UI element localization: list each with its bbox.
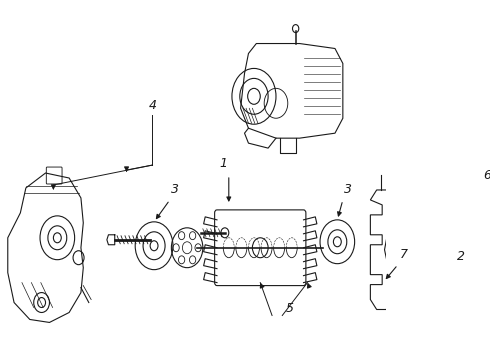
Text: 2: 2 bbox=[457, 250, 465, 263]
Text: 5: 5 bbox=[286, 302, 294, 315]
Circle shape bbox=[293, 24, 299, 32]
Text: 7: 7 bbox=[399, 248, 407, 261]
Text: 3: 3 bbox=[172, 183, 179, 196]
Text: 3: 3 bbox=[344, 183, 352, 196]
Text: 4: 4 bbox=[148, 99, 156, 112]
Circle shape bbox=[221, 228, 229, 238]
Text: 1: 1 bbox=[220, 157, 227, 170]
Text: 6: 6 bbox=[483, 169, 490, 182]
